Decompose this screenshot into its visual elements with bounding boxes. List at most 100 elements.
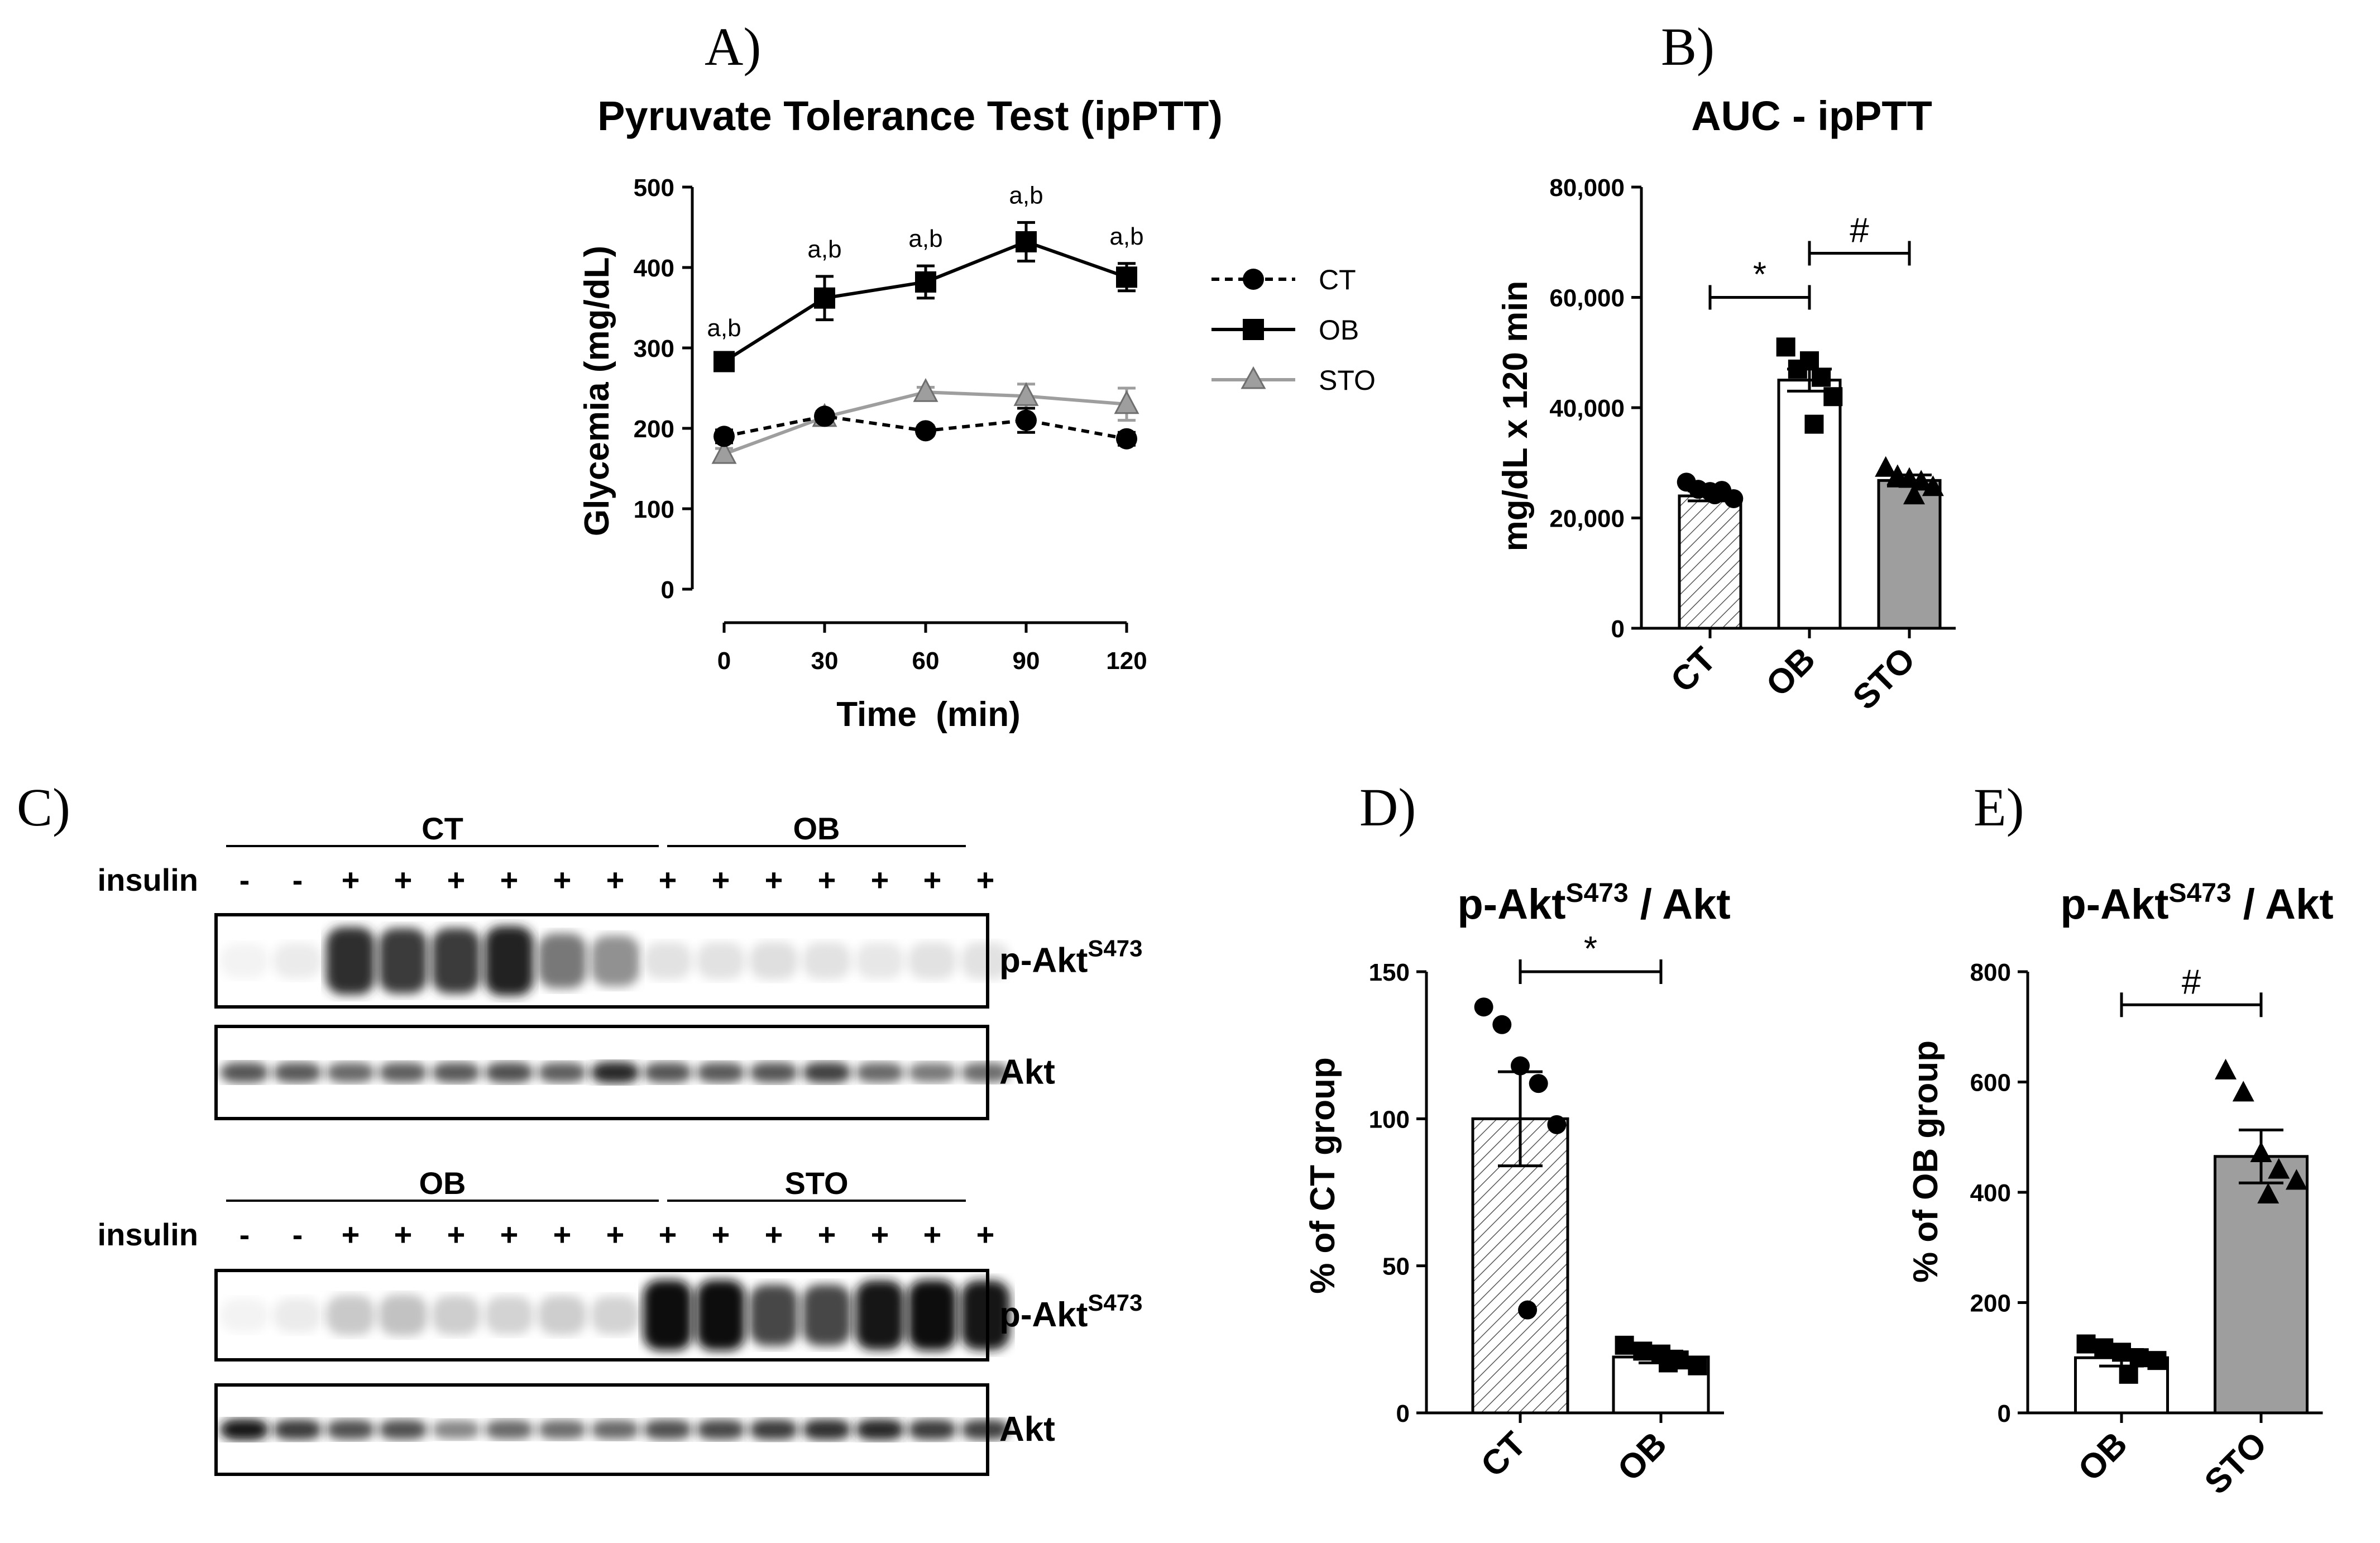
- significance-label: #: [1850, 212, 1869, 250]
- insulin-sign: +: [659, 1217, 677, 1252]
- blot-row-label: p-AktS473: [999, 1289, 1143, 1334]
- data-point-ob: [2094, 1338, 2114, 1358]
- data-point-ct: [1016, 409, 1037, 431]
- blot-band: [696, 1419, 745, 1440]
- insulin-sign: +: [712, 862, 730, 897]
- insulin-sign: +: [606, 862, 625, 897]
- panel-b: AUC - ipPTT mg/dL x 120 min 0 20,000 40,00…: [1496, 93, 1956, 717]
- blot-band: [379, 928, 428, 994]
- significance-label: *: [1584, 930, 1597, 968]
- x-tick-label: 60: [912, 647, 940, 675]
- data-point-sto: [1922, 475, 1944, 496]
- y-tick-label: 0: [1998, 1400, 2011, 1427]
- blot-set-1: CT OB insulin - - + + + + + + + + + + + + + p-AktS473 Akt: [98, 811, 1143, 1120]
- blot-band: [749, 942, 798, 980]
- blot-band: [591, 1296, 640, 1335]
- bar-sto: [1877, 479, 1942, 630]
- significance-label: #: [2182, 963, 2201, 1001]
- blot-group-label: OB: [793, 811, 840, 846]
- chart-b-title: AUC - ipPTT: [1691, 93, 1932, 139]
- insulin-sign: +: [818, 1217, 836, 1252]
- blot-band: [643, 942, 692, 980]
- data-point-ct: [713, 426, 735, 447]
- blot-band: [908, 1279, 957, 1351]
- chart-a-ylabel: Glycemia (mg/dL): [578, 246, 616, 536]
- annotation-label: a,b: [1109, 223, 1143, 250]
- data-point-sto: [1903, 484, 1925, 505]
- insulin-sign: -: [293, 1217, 303, 1252]
- blot-band: [273, 1062, 322, 1083]
- blot-band: [961, 1280, 1010, 1350]
- blot-band: [379, 1420, 428, 1440]
- chart-b-ylabel: mg/dL x 120 min: [1496, 281, 1535, 552]
- blot-band: [326, 1420, 375, 1440]
- chart-d-title-sup: S473: [1566, 878, 1629, 908]
- insulin-sign: +: [765, 1217, 783, 1252]
- insulin-label: insulin: [98, 1217, 198, 1252]
- blot-frame: [214, 1025, 989, 1120]
- chart-a-legend: CT OB STO: [1211, 264, 1376, 396]
- insulin-sign: -: [293, 862, 303, 897]
- y-tick-label: 600: [1970, 1069, 2011, 1097]
- blot-band: [432, 928, 481, 994]
- insulin-sign: +: [342, 1217, 360, 1252]
- blot-strip-akt: Akt: [214, 1025, 1055, 1120]
- data-point-ob: [2147, 1351, 2167, 1370]
- y-tick-label: 100: [634, 496, 674, 523]
- data-point-ob: [2076, 1334, 2096, 1354]
- data-point-ob: [1016, 231, 1037, 252]
- blot-band: [696, 1279, 745, 1351]
- data-point-ob: [2112, 1343, 2131, 1362]
- blot-group-label: STO: [784, 1165, 848, 1201]
- data-point-ct: [1705, 485, 1725, 505]
- blot-row-label-text: p-Akt: [999, 1296, 1088, 1334]
- blot-band: [538, 1062, 587, 1083]
- annotation-label: a,b: [1009, 181, 1043, 209]
- chart-d-ylabel: % of CT group: [1304, 1057, 1342, 1294]
- chart-a-plot: 0 100 200 300 400 500 0 30 60 90 120 a,b a,b a,b a,b a,…: [634, 174, 1147, 675]
- data-point-sto: [2285, 1169, 2307, 1190]
- data-point-ob: [1776, 337, 1795, 357]
- insulin-sign: +: [394, 862, 413, 897]
- data-point-ob: [915, 271, 936, 293]
- insulin-sign: +: [765, 862, 783, 897]
- y-tick-label: 150: [1369, 959, 1410, 986]
- x-tick-label: 90: [1013, 647, 1040, 675]
- data-point-sto: [1013, 382, 1039, 406]
- blot-frame: [214, 1269, 989, 1362]
- blot-band: [802, 1284, 851, 1346]
- blot-band: [855, 942, 904, 980]
- data-point-sto: [2250, 1141, 2272, 1162]
- y-tick-label: 0: [1611, 615, 1625, 643]
- y-tick-label: 300: [634, 335, 674, 362]
- blot-band: [855, 1280, 904, 1350]
- blot-band: [538, 1420, 587, 1440]
- insulin-sign: +: [871, 862, 889, 897]
- insulin-sign: -: [240, 862, 250, 897]
- x-tick-label: 120: [1106, 647, 1147, 675]
- data-point-ob: [814, 287, 835, 309]
- insulin-sign: +: [342, 862, 360, 897]
- y-tick-label: 400: [634, 255, 674, 282]
- category-label: STO: [2197, 1425, 2274, 1502]
- blot-band: [749, 1062, 798, 1083]
- y-tick-label: 80,000: [1549, 174, 1625, 202]
- blot-frame: [214, 913, 989, 1009]
- blot-strip-p-akt: p-AktS473: [214, 913, 1143, 1009]
- blot-row-label-text: p-Akt: [999, 942, 1088, 980]
- blot-band: [749, 1284, 798, 1346]
- category-label: OB: [1759, 640, 1823, 704]
- blot-band: [326, 927, 375, 995]
- blot-band: [749, 1419, 798, 1440]
- blot-band: [432, 1420, 481, 1439]
- blot-band: [220, 1298, 269, 1332]
- x-tick-label: 0: [717, 647, 731, 675]
- legend-item-ct: CT: [1211, 264, 1356, 295]
- blot-group-label: CT: [422, 811, 463, 846]
- category-label: CT: [1664, 640, 1723, 700]
- blot-band: [432, 1295, 481, 1335]
- data-point-ct: [1518, 1300, 1538, 1320]
- legend-item-sto: STO: [1211, 365, 1376, 396]
- insulin-sign: +: [923, 1217, 942, 1252]
